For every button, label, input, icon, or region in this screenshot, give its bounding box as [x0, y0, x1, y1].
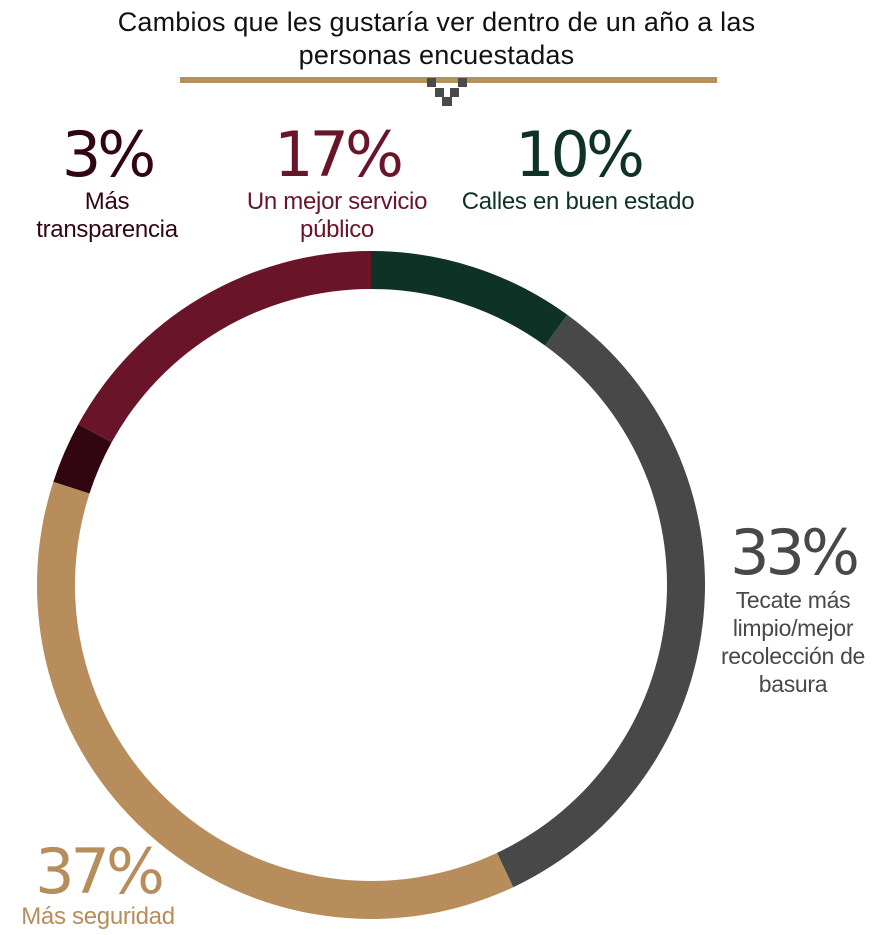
slice-transparencia	[53, 424, 112, 494]
pct-tecate: 33%	[730, 516, 860, 589]
slice-servicio	[78, 251, 371, 443]
pct-calles: 10%	[515, 118, 645, 191]
text-servicio: Un mejor servicio público	[246, 188, 428, 243]
slice-calles	[371, 251, 568, 346]
slice-seguridad	[36, 481, 514, 919]
pct-seguridad: 37%	[35, 835, 165, 908]
label-transparencia: 3% Más transparencia	[22, 122, 192, 244]
title-divider	[180, 77, 717, 83]
label-seguridad: 37% Más seguridad	[0, 841, 196, 931]
text-tecate: Tecate más limpio/mejor recolección de b…	[720, 587, 866, 697]
chart-title: Cambios que les gustaría ver dentro de u…	[117, 7, 756, 70]
pct-transparencia: 3%	[61, 118, 156, 191]
pct-servicio: 17%	[274, 118, 404, 191]
label-servicio: 17% Un mejor servicio público	[240, 122, 434, 244]
label-tecate: 33% Tecate más limpio/mejor recolección …	[712, 520, 873, 698]
slice-tecate	[497, 314, 705, 888]
title-ornament-icon	[427, 78, 467, 106]
text-seguridad: Más seguridad	[21, 903, 175, 930]
label-calles: 10% Calles en buen estado	[440, 122, 716, 216]
text-transparencia: Más transparencia	[36, 188, 178, 243]
text-calles: Calles en buen estado	[461, 188, 695, 215]
